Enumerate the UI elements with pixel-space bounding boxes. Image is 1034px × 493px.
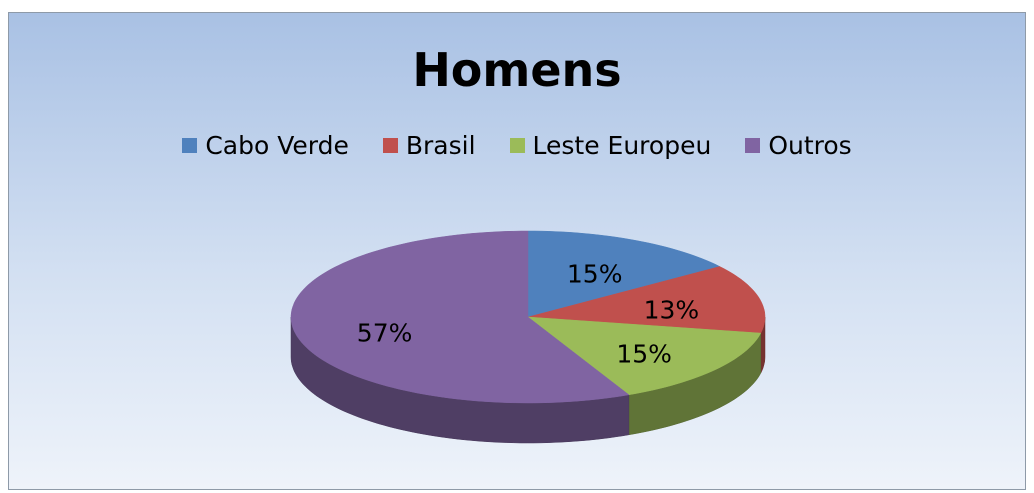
- legend-item: Brasil: [382, 131, 476, 160]
- legend-label: Outros: [768, 131, 852, 160]
- legend-swatch: [509, 138, 525, 153]
- data-label: 13%: [644, 295, 700, 324]
- pie-area: 15% 13% 15% 57%: [290, 230, 766, 444]
- legend-label: Brasil: [405, 131, 476, 160]
- legend-item: Outros: [745, 131, 852, 160]
- pie-slice: [527, 230, 721, 318]
- legend-label: Leste Europeu: [532, 131, 712, 160]
- data-label: 57%: [357, 319, 413, 348]
- pie-slice: [290, 230, 630, 404]
- pie-slice: [527, 316, 762, 396]
- legend-swatch: [182, 138, 198, 153]
- legend-item: Cabo Verde: [182, 131, 349, 160]
- pie-slice: [527, 266, 766, 334]
- data-label: 15%: [567, 259, 623, 288]
- legend-swatch: [745, 138, 761, 153]
- chart-title: Homens: [412, 43, 622, 97]
- legend: Cabo Verde Brasil Leste Europeu Outros: [9, 131, 1025, 160]
- legend-label: Cabo Verde: [205, 131, 349, 160]
- legend-item: Leste Europeu: [509, 131, 712, 160]
- chart: 15% 13% 15% 57% Homens Cabo Verde Brasil Lest…: [8, 12, 1026, 490]
- data-label: 15%: [616, 340, 672, 369]
- legend-swatch: [382, 138, 398, 153]
